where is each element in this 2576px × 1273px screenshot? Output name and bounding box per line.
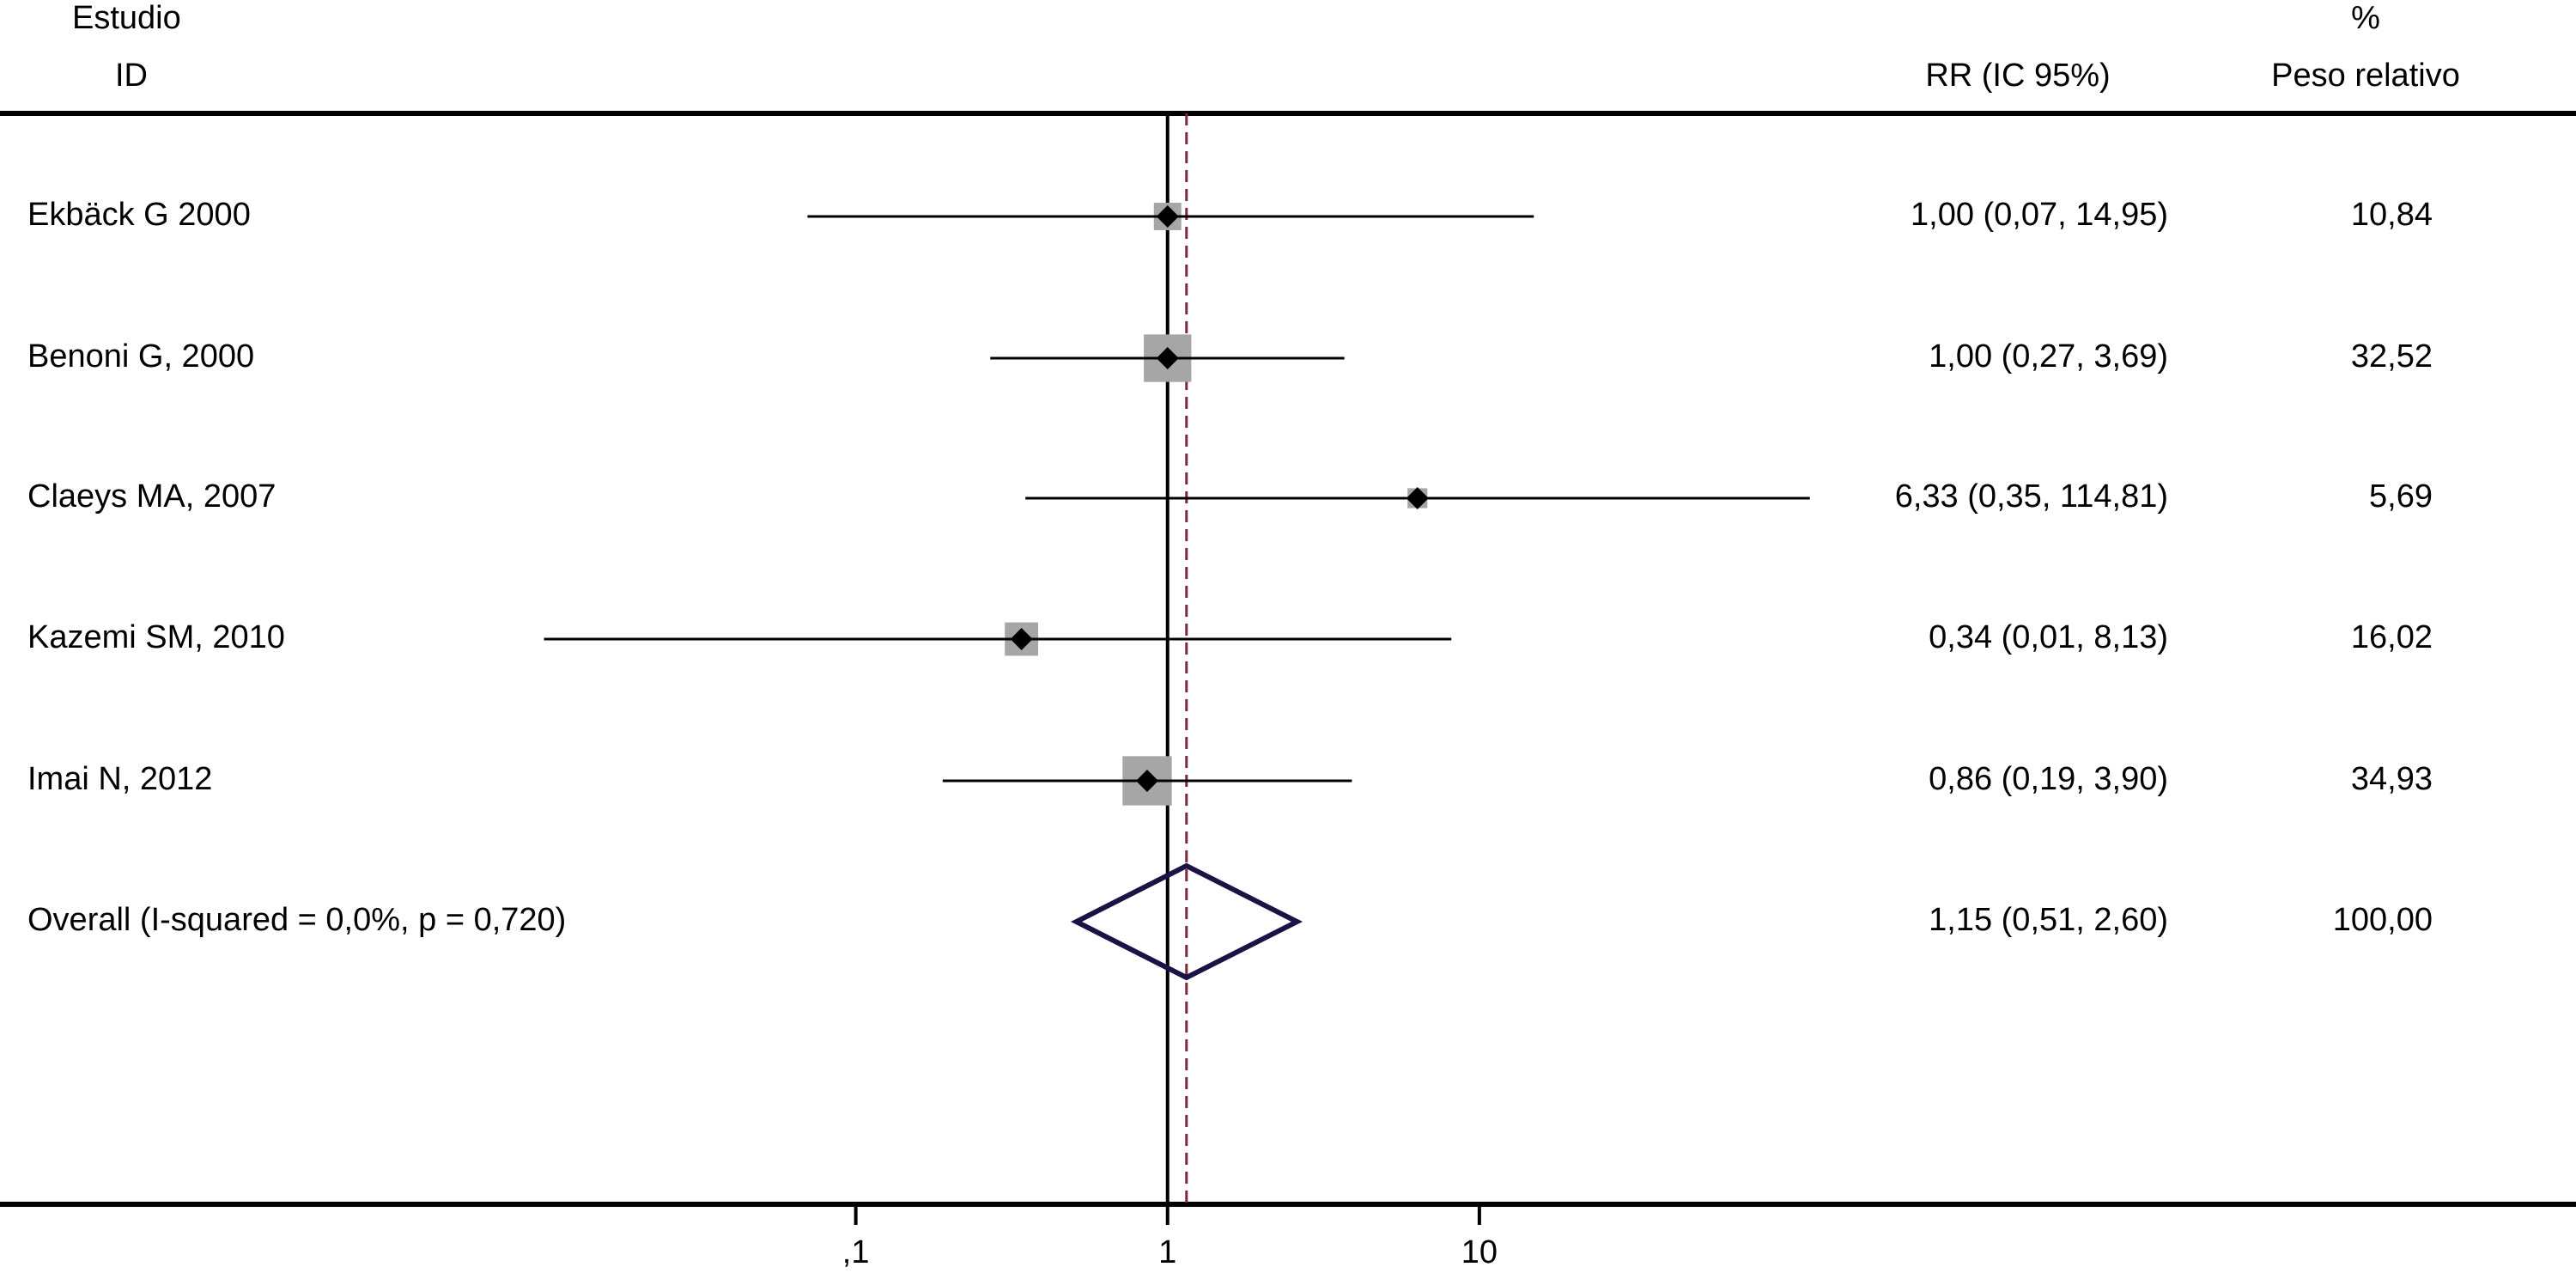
- weight-label: 100,00: [2333, 902, 2433, 938]
- study-label: Claeys MA, 2007: [27, 478, 276, 515]
- effect-label: 0,34 (0,01, 8,13): [1929, 619, 2168, 655]
- header-study: ID: [115, 58, 148, 94]
- point-estimate: [1010, 628, 1033, 650]
- header-study-top: Estudio: [72, 0, 181, 36]
- effect-label: 1,15 (0,51, 2,60): [1929, 902, 2168, 938]
- study-label: Imai N, 2012: [27, 761, 212, 797]
- weight-label: 16,02: [2351, 619, 2433, 655]
- effect-label: 1,00 (0,07, 14,95): [1911, 197, 2168, 233]
- header-weight: Peso relativo: [2271, 58, 2460, 94]
- effect-label: 6,33 (0,35, 114,81): [1895, 478, 2168, 515]
- point-estimate: [1135, 770, 1158, 792]
- study-label: Ekbäck G 2000: [27, 197, 251, 233]
- header-effect: RR (IC 95%): [1925, 58, 2110, 94]
- header-weight-top: %: [2351, 0, 2380, 36]
- point-estimate: [1156, 347, 1179, 369]
- study-label: Benoni G, 2000: [27, 338, 254, 375]
- weight-label: 34,93: [2351, 761, 2433, 797]
- x-tick-label: ,1: [842, 1234, 870, 1270]
- effect-label: 0,86 (0,19, 3,90): [1929, 761, 2168, 797]
- weight-label: 32,52: [2351, 338, 2433, 375]
- x-tick-label: 1: [1158, 1234, 1176, 1270]
- study-label: Overall (I-squared = 0,0%, p = 0,720): [27, 902, 566, 938]
- overall-diamond: [1070, 862, 1303, 981]
- point-estimate: [1406, 487, 1429, 509]
- weight-label: 5,69: [2369, 478, 2433, 515]
- study-label: Kazemi SM, 2010: [27, 619, 285, 655]
- point-estimate: [1156, 205, 1179, 228]
- x-tick-label: 10: [1461, 1234, 1498, 1270]
- effect-label: 1,00 (0,27, 3,69): [1929, 338, 2168, 375]
- weight-label: 10,84: [2351, 197, 2433, 233]
